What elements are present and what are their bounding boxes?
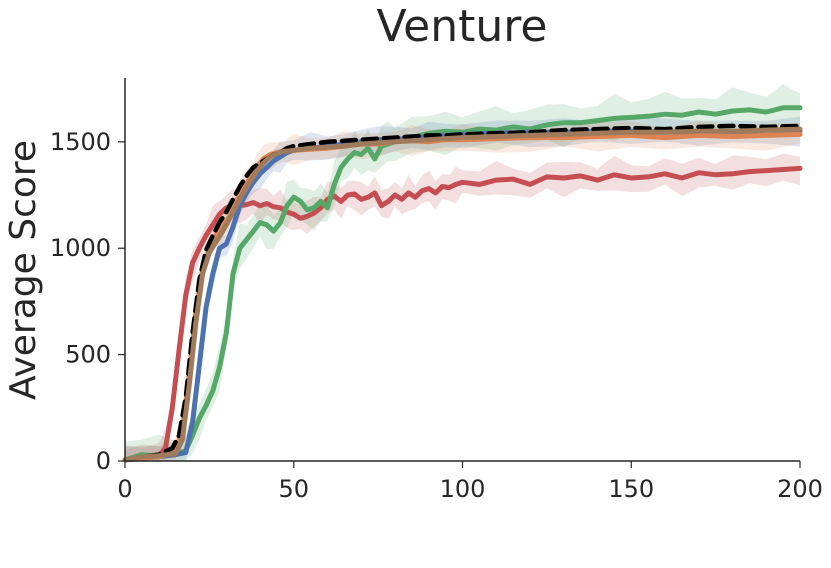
y-tick-label: 1000 xyxy=(50,234,111,262)
y-tick-label: 1500 xyxy=(50,128,111,156)
x-tick-label: 200 xyxy=(777,475,823,503)
chart-title: Venture xyxy=(377,1,548,52)
y-tick-label: 500 xyxy=(65,341,111,369)
x-tick-label: 50 xyxy=(278,475,309,503)
series-lines xyxy=(122,105,803,463)
y-tick-label: 0 xyxy=(96,447,111,475)
series-line-6 xyxy=(122,126,803,463)
x-tick-label: 0 xyxy=(117,475,132,503)
series-line-2 xyxy=(122,105,803,463)
y-axis-label: Average Score xyxy=(3,140,44,400)
x-tick-label: 100 xyxy=(440,475,486,503)
axes: 0 50 100 150 200 0 500 1000 1500 xyxy=(50,78,823,503)
series-line-1 xyxy=(122,165,803,463)
series-band-1 xyxy=(125,153,800,461)
x-tick-label: 150 xyxy=(608,475,654,503)
